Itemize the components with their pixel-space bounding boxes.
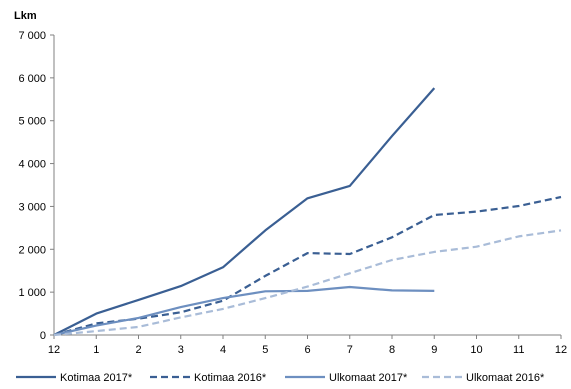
x-tick-label: 11	[513, 344, 524, 356]
x-tick-label: 12	[48, 344, 60, 356]
y-tick-label: 7 000	[18, 30, 46, 42]
x-tick-label: 2	[135, 344, 141, 356]
series-line-3	[53, 285, 435, 337]
x-axis-ticks: 12 1 2 3 4 5 6 7 8 9 10 11 12	[48, 335, 567, 356]
y-tick-label: 6 000	[18, 73, 46, 85]
y-tick-label: 0	[40, 330, 46, 342]
plot-area	[53, 35, 562, 337]
y-tick-label: 2 000	[18, 244, 46, 256]
x-tick-label: 4	[220, 344, 226, 356]
y-tick-label: 5 000	[18, 116, 46, 128]
series-line-4	[53, 229, 562, 337]
x-tick-label: 10	[470, 344, 482, 356]
y-tick-label: 1 000	[18, 287, 46, 299]
legend-label-1: Kotimaa 2017*	[60, 372, 133, 384]
x-tick-label: 6	[304, 344, 310, 356]
x-tick-label: 7	[347, 344, 353, 356]
x-tick-label: 3	[178, 344, 184, 356]
x-tick-label: 1	[93, 344, 99, 356]
legend-label-4: Ulkomaat 2016*	[466, 372, 545, 384]
series-line-2	[53, 195, 562, 337]
x-tick-label: 9	[431, 344, 437, 356]
y-axis-ticks: 0 1 000 2 000 3 000 4 000 5 000 6 000 7 000	[18, 30, 54, 342]
y-tick-label: 3 000	[18, 201, 46, 213]
x-tick-label: 5	[262, 344, 268, 356]
legend-label-2: Kotimaa 2016*	[194, 372, 267, 384]
x-tick-label: 8	[389, 344, 395, 356]
y-tick-label: 4 000	[18, 159, 46, 171]
series-line-1	[53, 87, 436, 336]
legend-label-3: Ulkomaat 2017*	[329, 372, 408, 384]
x-tick-label: 12	[555, 344, 567, 356]
y-axis-label: Lkm	[14, 10, 37, 22]
legend: Kotimaa 2017* Kotimaa 2016* Ulkomaat 2017*…	[16, 372, 545, 384]
